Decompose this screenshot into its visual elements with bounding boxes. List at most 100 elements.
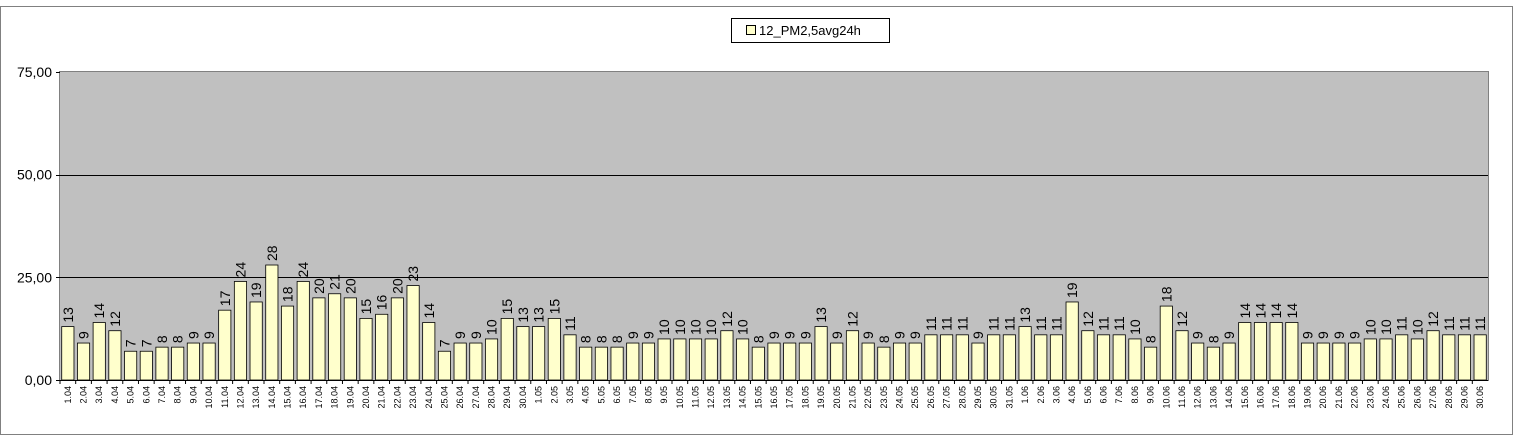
bar: [924, 334, 938, 381]
data-label: 8: [154, 335, 170, 343]
data-label: 7: [138, 339, 154, 347]
x-tick-label: 11.05: [691, 386, 701, 408]
x-tick-label: 20.04: [361, 386, 371, 409]
data-label: 7: [436, 339, 452, 347]
bar: [720, 330, 734, 381]
bar: [453, 342, 467, 381]
x-tick-label: 17.06: [1271, 386, 1281, 409]
bar: [1379, 338, 1393, 381]
data-label: 8: [593, 335, 609, 343]
x-tick-label: 27.04: [471, 386, 481, 409]
x-tick-label: 7.04: [157, 386, 167, 404]
data-label: 9: [907, 331, 923, 339]
x-tick-label: 2.06: [1036, 386, 1046, 404]
data-label: 10: [735, 319, 751, 335]
data-label: 15: [358, 299, 374, 315]
data-label: 10: [703, 319, 719, 335]
bar: [328, 293, 342, 381]
bar: [1348, 342, 1362, 381]
bar: [1301, 342, 1315, 381]
x-tick-label: 19.06: [1303, 386, 1313, 409]
bar: [736, 338, 750, 381]
y-axis-ticks: 0,00 25,00 50,00 75,00: [17, 64, 60, 388]
bar: [547, 317, 561, 381]
data-label: 20: [311, 278, 327, 294]
bar: [845, 330, 859, 381]
legend-box: [731, 18, 890, 43]
x-tick-label: 5.04: [126, 386, 136, 404]
x-tick-label: 17.04: [314, 386, 324, 409]
data-label: 15: [546, 299, 562, 315]
bar: [1097, 334, 1111, 381]
data-label: 18: [280, 286, 296, 302]
x-tick-label: 22.05: [863, 386, 873, 409]
data-label: 18: [1158, 286, 1174, 302]
bar: [375, 313, 389, 381]
data-label: 11: [1048, 316, 1064, 331]
bar: [955, 334, 969, 381]
x-tick-label: 3.06: [1051, 386, 1061, 404]
data-label: 10: [1127, 319, 1143, 335]
x-tick-label: 11.06: [1177, 386, 1187, 408]
x-tick-label: 26.06: [1412, 386, 1422, 409]
x-tick-label: 15.04: [283, 386, 293, 409]
bar: [1332, 342, 1346, 381]
bar: [1049, 334, 1063, 381]
data-label: 11: [562, 316, 578, 331]
x-tick-label: 12.06: [1193, 386, 1203, 409]
bar: [343, 297, 357, 381]
data-label: 14: [91, 303, 107, 319]
x-tick-label: 2.05: [549, 386, 559, 404]
x-tick-label: 1.05: [534, 386, 544, 404]
bar: [485, 338, 499, 381]
x-tick-label: 22.04: [392, 386, 402, 409]
data-label: 9: [640, 331, 656, 339]
bar: [1222, 342, 1236, 381]
x-tick-label: 6.05: [612, 386, 622, 404]
x-tick-label: 20.06: [1318, 386, 1328, 409]
x-tick-label: 30.05: [989, 386, 999, 409]
bar: [579, 346, 593, 381]
data-label: 9: [892, 331, 908, 339]
bar: [1144, 346, 1158, 381]
bar: [814, 326, 828, 381]
data-label: 10: [484, 319, 500, 335]
data-label: 11: [1394, 316, 1410, 331]
x-tick-label: 26.04: [455, 386, 465, 409]
y-tick-label: 25,00: [17, 269, 52, 285]
bar: [390, 297, 404, 381]
data-label: 12: [844, 311, 860, 327]
x-tick-label: 24.04: [424, 386, 434, 409]
x-tick-label: 20.05: [832, 386, 842, 409]
bar: [1442, 334, 1456, 381]
bar: [783, 342, 797, 381]
x-tick-label: 29.05: [973, 386, 983, 409]
x-tick-label: 15.05: [753, 386, 763, 409]
x-tick-label: 10.05: [675, 386, 685, 409]
bar: [767, 342, 781, 381]
bar: [1473, 334, 1487, 381]
x-tick-label: 28.06: [1444, 386, 1454, 409]
data-label: 8: [578, 335, 594, 343]
data-label: 10: [1362, 319, 1378, 335]
data-label: 11: [986, 316, 1002, 331]
bar: [77, 342, 91, 381]
data-label: 9: [970, 331, 986, 339]
bar: [437, 350, 451, 381]
bar: [139, 350, 153, 381]
data-label: 9: [1190, 331, 1206, 339]
x-tick-label: 30.06: [1475, 386, 1485, 409]
bar: [626, 342, 640, 381]
bar: [689, 338, 703, 381]
bar: [704, 338, 718, 381]
x-tick-label: 31.05: [1004, 386, 1014, 409]
bar: [124, 350, 138, 381]
data-label: 19: [248, 282, 264, 298]
x-tick-label: 15.06: [1240, 386, 1250, 409]
data-label: 11: [1111, 316, 1127, 331]
data-label: 9: [860, 331, 876, 339]
x-tick-label: 1.06: [1020, 386, 1030, 404]
data-label: 17: [217, 290, 233, 306]
